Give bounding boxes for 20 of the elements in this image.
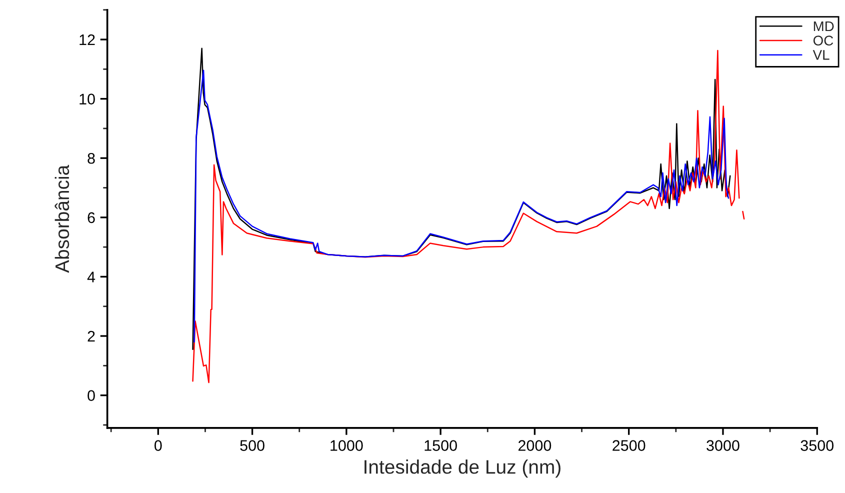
x-tick-label: 2500	[612, 440, 646, 451]
y-tick-label: 8	[88, 152, 95, 164]
y-tick-label: 2	[88, 330, 95, 342]
legend-label: MD	[814, 21, 834, 32]
x-axis-title: Intesidade de Luz (nm)	[364, 460, 560, 478]
y-axis-title: Absorbância	[54, 164, 70, 273]
x-tick-label: 0	[154, 440, 162, 451]
x-tick-label: 1000	[330, 440, 363, 451]
y-tick-label: 6	[88, 212, 95, 224]
y-tick-label: 4	[87, 272, 96, 282]
x-tick-label: 2000	[518, 440, 552, 451]
x-tick-label: 3000	[706, 440, 740, 451]
y-tick-label: 0	[88, 390, 95, 401]
y-tick-label: 10	[80, 94, 95, 104]
legend-label: OC	[813, 36, 834, 46]
y-tick-label: 12	[80, 34, 95, 46]
x-tick-label: 3500	[800, 440, 834, 451]
legend-label: VL	[812, 50, 830, 60]
x-tick-label: 1500	[424, 440, 457, 451]
x-tick-label: 500	[240, 440, 264, 451]
